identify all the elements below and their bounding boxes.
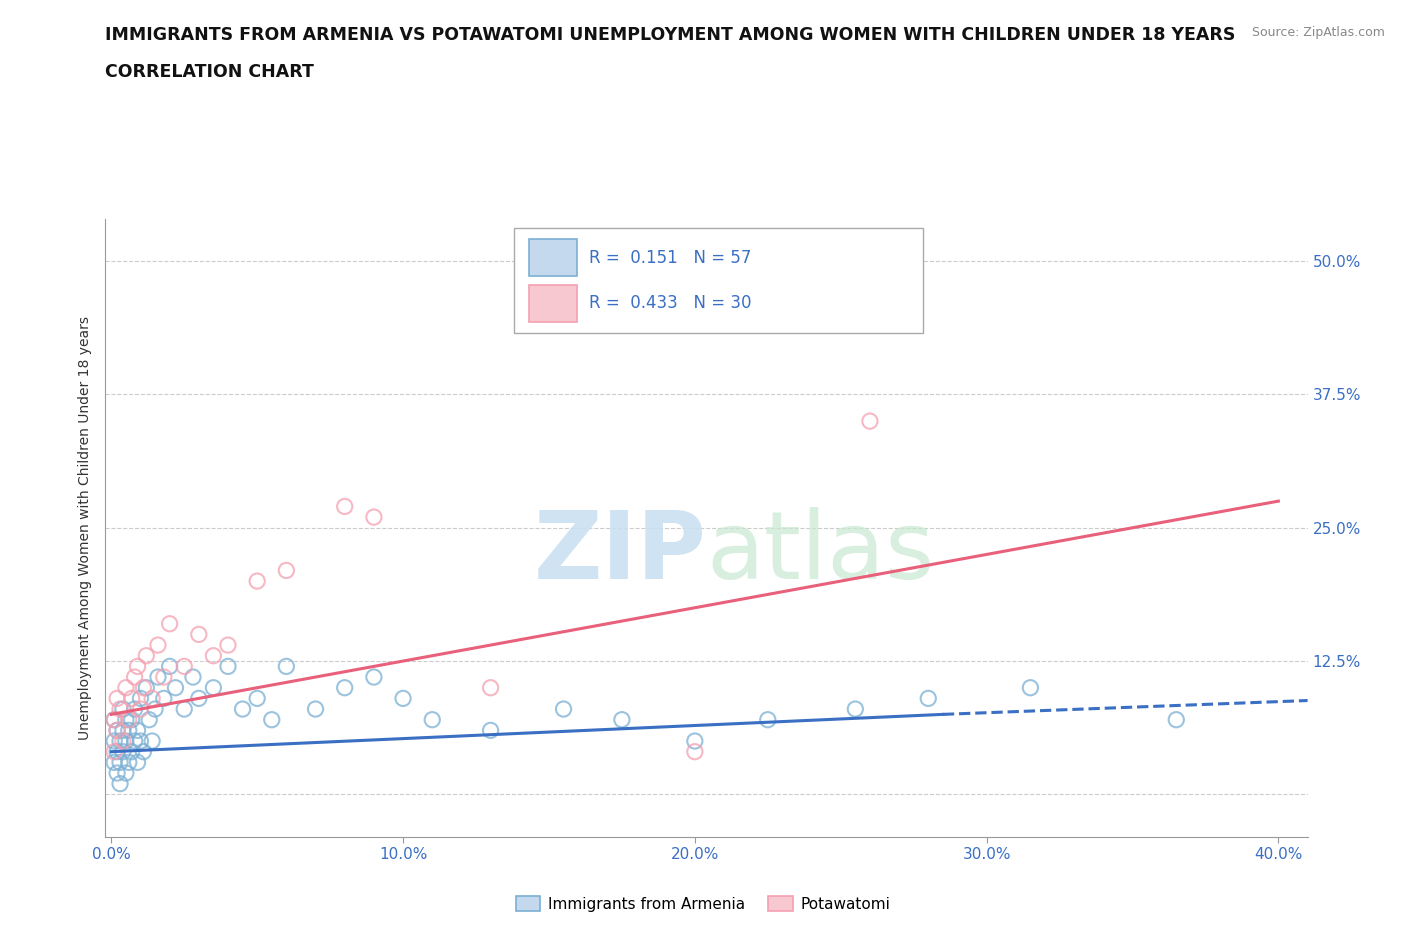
Point [141, 691, 163, 706]
Point [173, 701, 195, 716]
Point [146, 670, 169, 684]
Point [363, 670, 385, 684]
Point [146, 638, 169, 653]
Point [859, 414, 882, 429]
Point [392, 691, 415, 706]
Point [115, 765, 138, 780]
Point [143, 701, 166, 716]
Point [1019, 680, 1042, 695]
Point [127, 723, 149, 737]
Point [121, 744, 143, 759]
Point [917, 691, 939, 706]
Point [118, 712, 141, 727]
Point [153, 691, 176, 706]
Text: atlas: atlas [707, 507, 935, 599]
Point [127, 659, 149, 674]
Point [181, 670, 204, 684]
Point [844, 701, 866, 716]
Text: IMMIGRANTS FROM ARMENIA VS POTAWATOMI UNEMPLOYMENT AMONG WOMEN WITH CHILDREN UND: IMMIGRANTS FROM ARMENIA VS POTAWATOMI UN… [105, 26, 1236, 44]
Point [121, 691, 143, 706]
Text: ZIP: ZIP [534, 507, 707, 599]
Point [135, 680, 157, 695]
Point [363, 510, 385, 525]
Point [105, 744, 128, 759]
Point [103, 712, 125, 727]
Point [129, 701, 152, 716]
Bar [529, 285, 576, 322]
Point [1166, 712, 1188, 727]
Point [132, 744, 155, 759]
Point [111, 723, 134, 737]
Point [124, 701, 146, 716]
Point [108, 701, 131, 716]
Point [553, 701, 575, 716]
Point [105, 723, 128, 737]
Point [108, 734, 131, 749]
Point [105, 723, 128, 737]
Point [118, 723, 141, 737]
Point [159, 617, 181, 631]
FancyBboxPatch shape [515, 228, 922, 333]
Point [202, 680, 225, 695]
Point [129, 691, 152, 706]
Point [173, 659, 195, 674]
Point [135, 648, 157, 663]
Point [159, 659, 181, 674]
Text: CORRELATION CHART: CORRELATION CHART [105, 63, 315, 81]
Point [108, 777, 131, 791]
Point [742, 275, 765, 290]
Point [115, 712, 138, 727]
Point [683, 744, 706, 759]
Point [111, 744, 134, 759]
Point [276, 659, 298, 674]
Point [479, 680, 502, 695]
Point [127, 755, 149, 770]
Point [479, 723, 502, 737]
Text: R =  0.151   N = 57: R = 0.151 N = 57 [589, 248, 751, 267]
Point [138, 712, 160, 727]
Point [108, 755, 131, 770]
Point [111, 734, 134, 749]
Point [683, 734, 706, 749]
Point [217, 638, 239, 653]
Point [610, 712, 633, 727]
Point [124, 734, 146, 749]
Text: Source: ZipAtlas.com: Source: ZipAtlas.com [1251, 26, 1385, 39]
Point [756, 712, 779, 727]
Point [105, 691, 128, 706]
Point [187, 627, 209, 642]
Point [217, 659, 239, 674]
Point [124, 670, 146, 684]
Point [187, 691, 209, 706]
Point [103, 755, 125, 770]
Point [118, 755, 141, 770]
Legend: Immigrants from Armenia, Potawatomi: Immigrants from Armenia, Potawatomi [510, 890, 896, 918]
Point [246, 574, 269, 589]
Point [115, 680, 138, 695]
Bar [529, 239, 576, 276]
Point [105, 765, 128, 780]
Point [115, 734, 138, 749]
Point [121, 712, 143, 727]
Point [141, 734, 163, 749]
Point [129, 734, 152, 749]
Point [304, 701, 326, 716]
Point [260, 712, 283, 727]
Point [132, 680, 155, 695]
Point [153, 670, 176, 684]
Point [246, 691, 269, 706]
Point [333, 680, 356, 695]
Point [333, 499, 356, 514]
Y-axis label: Unemployment Among Women with Children Under 18 years: Unemployment Among Women with Children U… [79, 316, 93, 739]
Point [103, 744, 125, 759]
Point [103, 712, 125, 727]
Text: R =  0.433   N = 30: R = 0.433 N = 30 [589, 294, 751, 312]
Point [165, 680, 187, 695]
Point [202, 648, 225, 663]
Point [276, 563, 298, 578]
Point [111, 701, 134, 716]
Point [420, 712, 443, 727]
Point [232, 701, 254, 716]
Point [103, 734, 125, 749]
